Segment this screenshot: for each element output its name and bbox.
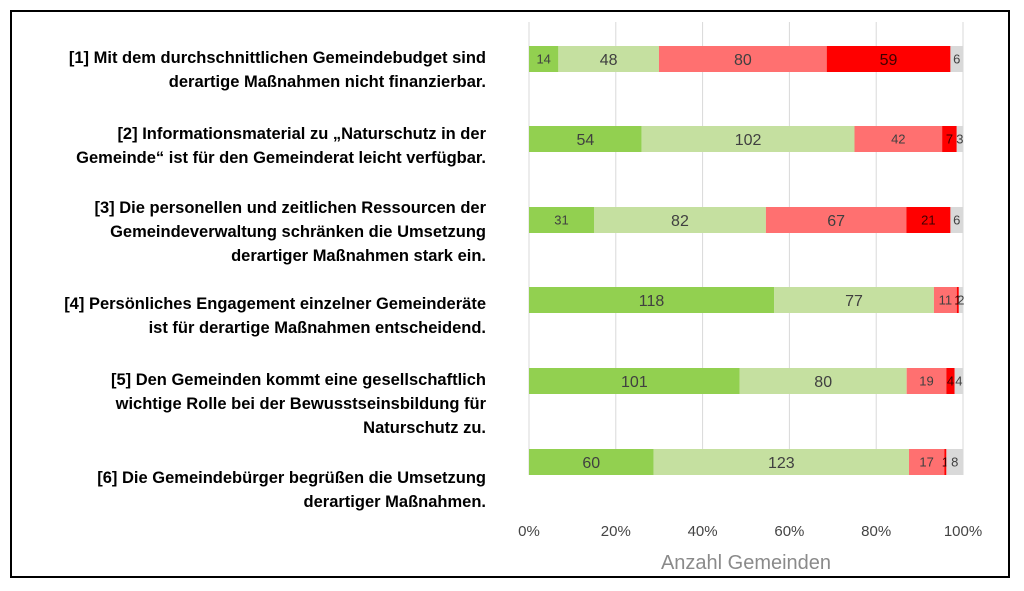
bar-segment: [854, 126, 943, 152]
bar-segment: [641, 126, 855, 152]
x-tick-label: 60%: [774, 523, 804, 540]
x-axis-title: Anzahl Gemeinden: [661, 552, 831, 574]
bar-segment: [739, 368, 907, 394]
bar-segment: [774, 287, 934, 313]
x-tick-label: 0%: [518, 523, 540, 540]
data-label: 31: [554, 213, 568, 228]
data-label: 1: [942, 455, 949, 470]
x-tick-label: 40%: [688, 523, 718, 540]
bar-segment: [954, 368, 963, 394]
bar-segment: [933, 287, 957, 313]
bar-segment: [529, 449, 654, 475]
bar-segment: [906, 368, 947, 394]
data-label: 17: [919, 455, 933, 470]
data-label: 80: [814, 374, 832, 391]
category-label-line: derartiger Maßnahmen.: [303, 493, 486, 511]
bar-segment: [946, 368, 955, 394]
bar-segment: [942, 126, 957, 152]
category-label-line: [5] Den Gemeinden kommt eine gesellschaf…: [110, 371, 486, 389]
category-label-line: wichtige Rolle bei der Bewusstseinsbildu…: [115, 395, 486, 413]
data-label: 2: [957, 293, 964, 308]
category-label-line: [2] Informationsmaterial zu „Naturschutz…: [117, 125, 486, 143]
category-label: [5] Den Gemeinden kommt eine gesellschaf…: [20, 368, 486, 440]
data-label: 118: [639, 293, 665, 310]
bar-segment: [946, 449, 963, 475]
bar-segment: [658, 46, 827, 72]
category-label-line: [4] Persönliches Engagement einzelner Ge…: [64, 295, 486, 313]
bar-segment: [529, 287, 775, 313]
bar-segment: [950, 46, 963, 72]
category-label-line: derartige Maßnahmen nicht finanzierbar.: [168, 73, 486, 91]
x-tick-label: 80%: [861, 523, 891, 540]
category-label: [3] Die personellen und zeitlichen Resso…: [20, 196, 486, 268]
bar-segment: [558, 46, 659, 72]
bar-segment: [906, 207, 951, 233]
bar-segment: [529, 368, 740, 394]
bar-segment: [950, 207, 963, 233]
bar-row: 54 102 42 7 3: [529, 126, 963, 152]
category-label: [4] Persönliches Engagement einzelner Ge…: [20, 292, 486, 340]
data-label: 54: [576, 132, 594, 149]
data-label: 60: [582, 455, 600, 472]
bar-row: 101 80 19 4 4: [529, 368, 963, 394]
bar-row: 60 123 17 1 8: [529, 449, 963, 475]
data-label: 48: [600, 52, 618, 69]
gridlines: [528, 22, 964, 475]
data-label: 11: [939, 293, 953, 308]
data-label: 123: [768, 455, 795, 472]
data-label: 1: [954, 293, 961, 308]
bar-segment: [909, 449, 945, 475]
data-label: 6: [953, 52, 960, 67]
category-label-line: derartiger Maßnahmen stark ein.: [231, 247, 486, 265]
data-label: 4: [955, 374, 962, 389]
category-label-line: [1] Mit dem durchschnittlichen Gemeindeb…: [68, 49, 486, 67]
category-label-line: Gemeindeverwaltung schränken die Umsetzu…: [110, 223, 486, 241]
data-label: 21: [921, 213, 935, 228]
data-label: 4: [947, 374, 954, 389]
bar-segment: [765, 207, 907, 233]
data-label: 101: [621, 374, 648, 391]
category-label-line: Naturschutz zu.: [363, 419, 486, 437]
bar-segment: [653, 449, 910, 475]
data-label: 8: [951, 455, 958, 470]
bar-row: 31 82 67 21 6: [529, 207, 963, 233]
category-label-line: Gemeinde“ ist für den Gemeinderat leicht…: [76, 149, 486, 167]
data-label: 80: [734, 52, 752, 69]
category-label-line: [6] Die Gemeindebürger begrüßen die Umse…: [97, 469, 486, 487]
data-label: 77: [845, 293, 863, 310]
data-label: 102: [735, 132, 762, 149]
data-label: 7: [946, 132, 953, 147]
data-label: 3: [956, 132, 963, 147]
data-label: 42: [891, 132, 905, 147]
bar-segment: [529, 46, 559, 72]
bar-segment: [529, 126, 642, 152]
bar-row: 118 77 11 12: [529, 287, 965, 313]
category-label-line: [3] Die personellen und zeitlichen Resso…: [94, 199, 486, 217]
bar-row: 14 48 80 59 6: [529, 46, 963, 72]
bar-segment: [958, 287, 963, 313]
bar-segment: [956, 126, 963, 152]
category-label: [1] Mit dem durchschnittlichen Gemeindeb…: [20, 46, 486, 94]
data-label: 67: [827, 213, 845, 230]
category-label: [6] Die Gemeindebürger begrüßen die Umse…: [20, 466, 486, 514]
data-label: 14: [536, 52, 550, 67]
bar-segment: [944, 449, 947, 475]
bar-segment: [826, 46, 951, 72]
data-label: 19: [919, 374, 933, 389]
category-label-line: ist für derartige Maßnahmen entscheidend…: [148, 319, 486, 337]
x-tick-label: 20%: [601, 523, 631, 540]
data-label: 6: [953, 213, 960, 228]
data-label: 82: [671, 213, 689, 230]
category-label: [2] Informationsmaterial zu „Naturschutz…: [20, 122, 486, 170]
bar-segment: [593, 207, 766, 233]
bar-segment: [956, 287, 959, 313]
bar-segment: [529, 207, 594, 233]
x-tick-label: 100%: [944, 523, 982, 540]
data-label: 59: [880, 52, 898, 69]
